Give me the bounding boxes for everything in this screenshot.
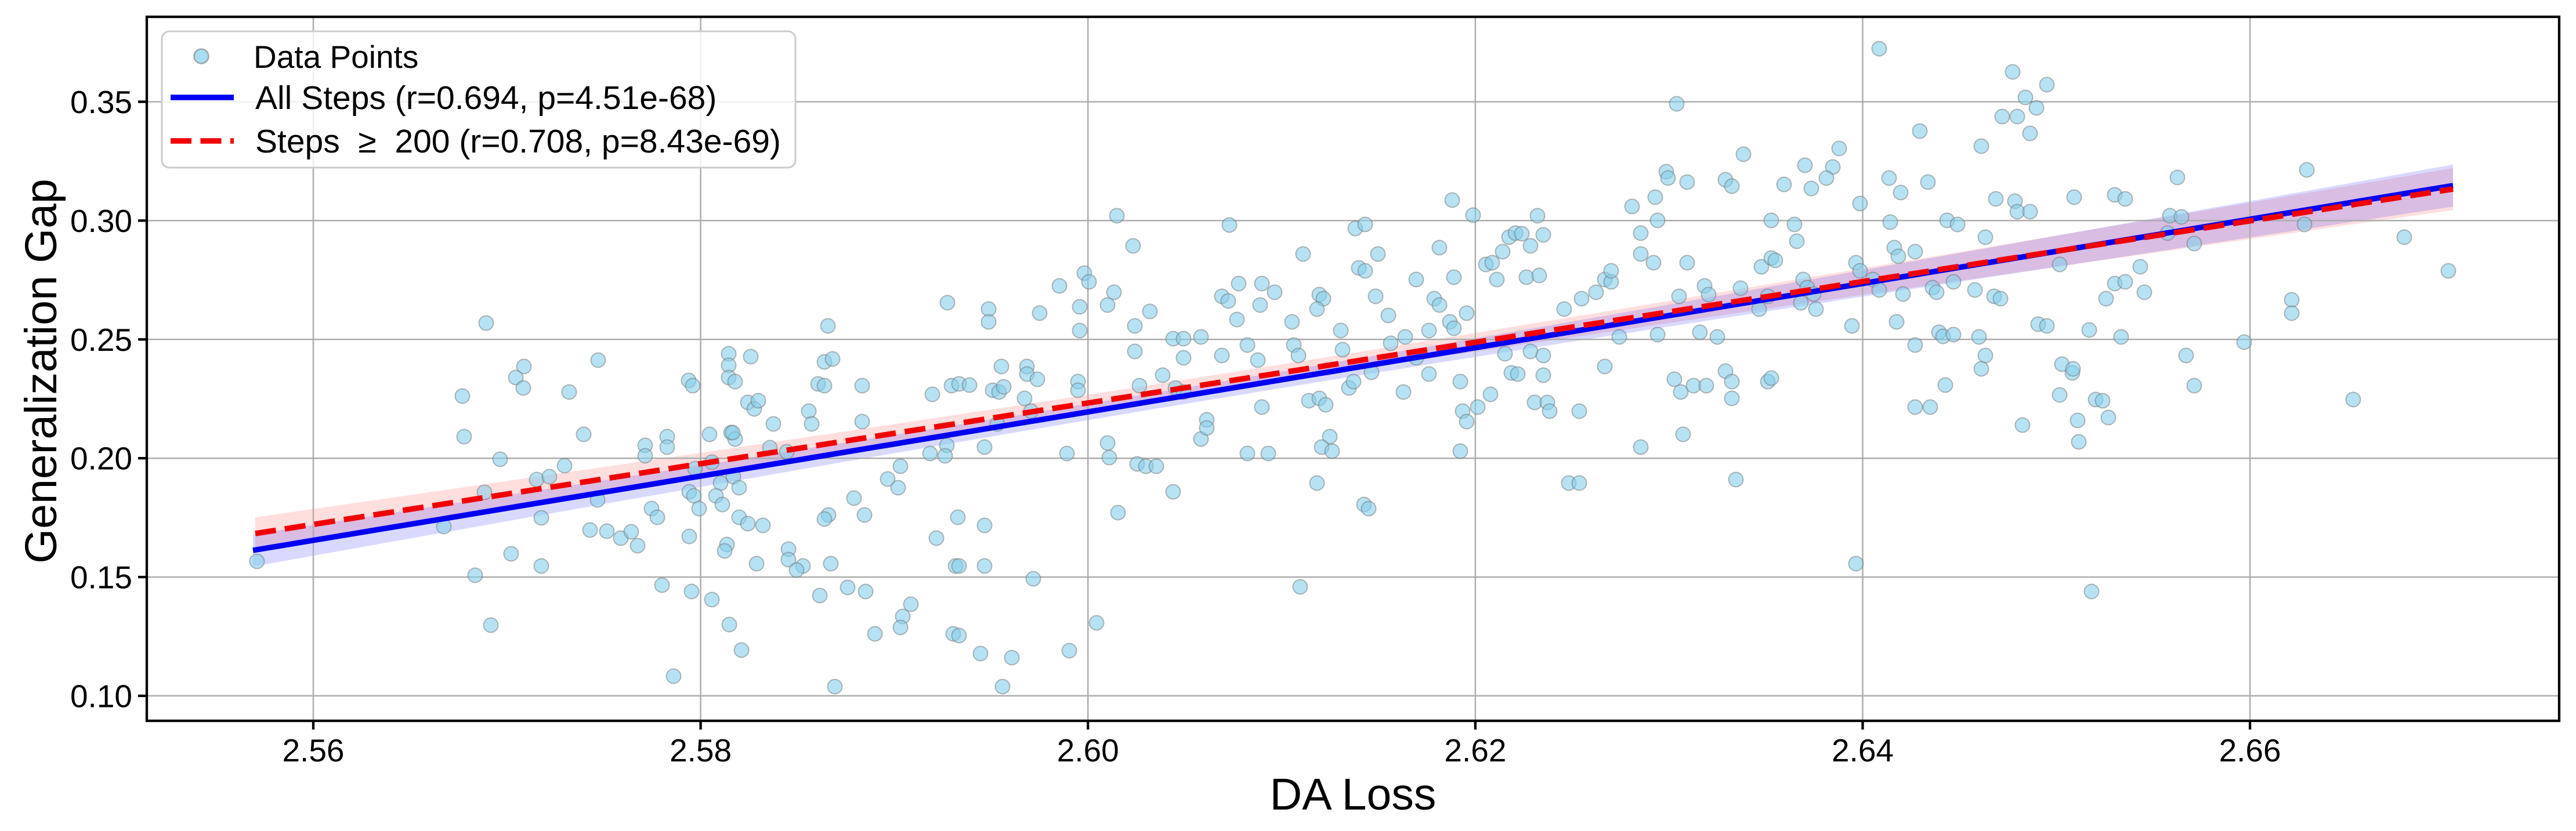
svg-text:0.15: 0.15 — [70, 560, 132, 596]
svg-text:0.20: 0.20 — [70, 441, 132, 477]
svg-text:2.56: 2.56 — [282, 732, 344, 768]
svg-text:2.62: 2.62 — [1444, 732, 1506, 768]
svg-text:2.58: 2.58 — [670, 732, 732, 768]
svg-text:DA Loss: DA Loss — [1270, 770, 1437, 819]
svg-text:2.66: 2.66 — [2219, 732, 2281, 768]
svg-text:2.64: 2.64 — [1832, 732, 1894, 768]
svg-text:0.10: 0.10 — [70, 678, 132, 714]
svg-text:All Steps (r=0.694, p=4.51e-68: All Steps (r=0.694, p=4.51e-68) — [255, 79, 717, 117]
svg-text:Data Points: Data Points — [254, 39, 418, 75]
svg-text:0.35: 0.35 — [70, 84, 132, 120]
svg-text:2.60: 2.60 — [1057, 732, 1119, 768]
svg-text:Generalization Gap: Generalization Gap — [16, 179, 66, 563]
svg-text:0.30: 0.30 — [70, 203, 132, 239]
svg-text:Steps ≥ 200 (r=0.708, p=8.43: Steps ≥ 200 (r=0.708, p=8.43e-69) — [255, 123, 781, 160]
svg-text:0.25: 0.25 — [70, 322, 132, 358]
